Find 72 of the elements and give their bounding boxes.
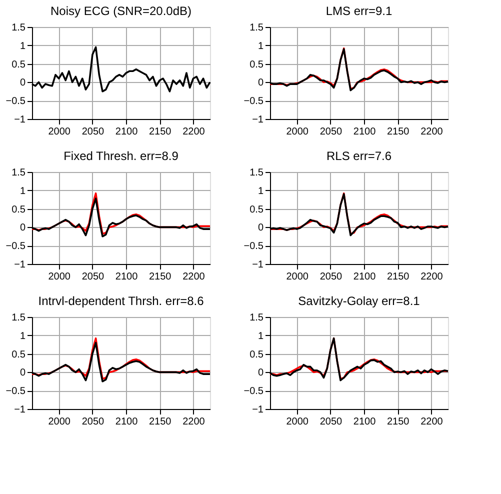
x-tick-label: 2050 — [82, 272, 105, 282]
y-tick-label: −0.5 — [6, 386, 26, 398]
x-tick-label: 2000 — [286, 272, 309, 282]
x-tick-label: 2200 — [182, 126, 206, 138]
x-tick-label: 2050 — [320, 126, 343, 138]
x-tick-label: 2000 — [286, 126, 309, 138]
y-tick-label: −1 — [252, 260, 264, 270]
y-tick-label: 0.5 — [250, 204, 264, 216]
y-tick-label: 0 — [258, 222, 264, 234]
y-tick-label: −1 — [252, 114, 264, 126]
chart-title: Intrvl-dependent Thrsh. err=8.6 — [38, 294, 204, 308]
y-tick-label: −1 — [252, 404, 264, 416]
x-tick-label: 2100 — [353, 126, 376, 138]
x-tick-label: 2200 — [182, 416, 206, 428]
y-tick-label: 1.5 — [250, 312, 264, 324]
x-tick-label: 2100 — [115, 126, 138, 138]
x-tick-label: 2050 — [82, 126, 105, 138]
x-tick-label: 2100 — [353, 272, 376, 282]
x-tick-label: 2000 — [48, 272, 71, 282]
y-tick-label: 0.5 — [12, 59, 26, 70]
y-tick-label: 0.5 — [250, 349, 264, 360]
x-tick-label: 2200 — [420, 272, 444, 282]
x-tick-label: 2200 — [420, 416, 444, 428]
x-tick-label: 2050 — [82, 416, 105, 428]
y-tick-label: 0 — [20, 368, 26, 379]
chart-title: Noisy ECG (SNR=20.0dB) — [50, 4, 192, 18]
y-tick-label: −0.5 — [6, 96, 26, 108]
x-tick-label: 2200 — [182, 272, 206, 282]
y-tick-label: −1 — [14, 260, 26, 270]
y-tick-label: 1.5 — [12, 168, 26, 178]
x-tick-label: 2000 — [286, 416, 309, 428]
y-tick-label: 0 — [20, 78, 26, 89]
y-tick-label: 1.5 — [250, 168, 264, 178]
y-tick-label: 0 — [20, 222, 26, 234]
x-tick-label: 2050 — [320, 272, 343, 282]
x-tick-label: 2050 — [320, 416, 343, 428]
y-tick-label: 0.5 — [12, 349, 26, 360]
y-tick-label: 1.5 — [12, 312, 26, 324]
y-tick-label: 1 — [20, 186, 26, 197]
y-tick-label: −0.5 — [244, 241, 264, 252]
x-tick-label: 2150 — [149, 416, 172, 428]
chart-title: Fixed Thresh. err=8.9 — [64, 149, 179, 163]
chart-title: LMS err=9.1 — [326, 4, 392, 18]
y-tick-label: 1 — [258, 186, 264, 197]
y-tick-label: −0.5 — [244, 386, 264, 398]
x-tick-label: 2100 — [115, 416, 138, 428]
chart-title: Savitzky-Golay err=8.1 — [298, 294, 420, 308]
x-tick-label: 2150 — [149, 126, 172, 138]
y-tick-label: −0.5 — [244, 96, 264, 108]
x-tick-label: 2150 — [387, 416, 410, 428]
y-tick-label: 0 — [258, 368, 264, 379]
chart-title: RLS err=7.6 — [326, 149, 392, 163]
y-tick-label: −0.5 — [6, 241, 26, 252]
x-tick-label: 2150 — [387, 272, 410, 282]
y-tick-label: 1 — [20, 40, 26, 52]
x-tick-label: 2000 — [48, 126, 71, 138]
y-tick-label: 1 — [20, 330, 26, 342]
y-tick-label: 1.5 — [250, 22, 264, 34]
x-tick-label: 2100 — [353, 416, 376, 428]
y-tick-label: 0 — [258, 78, 264, 89]
x-tick-label: 2100 — [115, 272, 138, 282]
y-tick-label: 1 — [258, 330, 264, 342]
y-tick-label: −1 — [14, 114, 26, 126]
y-tick-label: −1 — [14, 404, 26, 416]
y-tick-label: 1 — [258, 40, 264, 52]
x-tick-label: 2150 — [149, 272, 172, 282]
y-tick-label: 0.5 — [12, 204, 26, 216]
x-tick-label: 2200 — [420, 126, 444, 138]
x-tick-label: 2000 — [48, 416, 71, 428]
x-tick-label: 2150 — [387, 126, 410, 138]
y-tick-label: 1.5 — [12, 22, 26, 34]
y-tick-label: 0.5 — [250, 59, 264, 70]
